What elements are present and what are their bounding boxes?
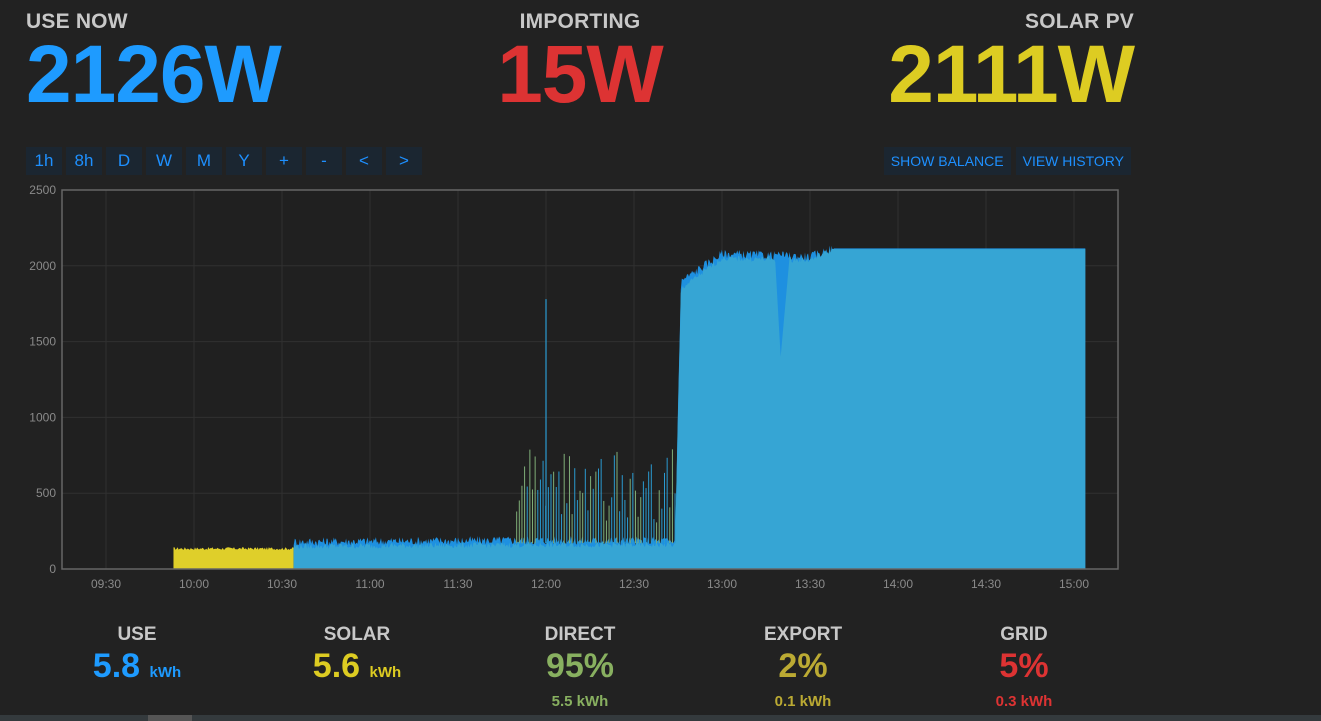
range-button-8[interactable]: < [346,147,382,175]
importing-value: 15W [497,29,664,120]
summary-title: SOLAR [323,624,391,645]
x-tick-label: 11:00 [355,577,384,591]
summary-sub: 0.3 kWh [995,693,1053,710]
x-tick-label: 14:00 [883,577,913,591]
summary-title: USE [117,624,157,645]
range-button-6[interactable]: + [266,147,302,175]
range-button-4[interactable]: M [186,147,222,175]
x-tick-label: 10:30 [267,577,297,591]
x-tick-label: 13:30 [795,577,825,591]
range-button-2[interactable]: D [106,147,142,175]
use-now-value: 2126W [26,29,282,120]
y-tick-label: 500 [36,486,56,500]
range-button-3[interactable]: W [146,147,182,175]
summary-title: DIRECT [544,624,616,645]
summary-solar: SOLAR 5.6 kWh [257,624,457,693]
solar-pv-value: 2111W [888,29,1135,120]
x-tick-label: 11:30 [443,577,472,591]
x-tick-label: 12:30 [619,577,649,591]
x-tick-label: 09:30 [91,577,121,591]
range-button-5[interactable]: Y [226,147,262,175]
range-button-9[interactable]: > [386,147,422,175]
power-chart: 0 500 1000 1500 2000 2500 09:30 10:00 10:30 11:00… [29,183,1119,591]
x-tick-label: 14:30 [971,577,1001,591]
x-tick-label: 10:00 [179,577,209,591]
y-tick-label: 1000 [29,410,56,424]
importing-stat: IMPORTING 15W [497,10,664,120]
range-button-0[interactable]: 1h [26,147,62,175]
plot-border [61,189,1119,570]
summary-direct: DIRECT 95% 5.5 kWh [480,624,680,710]
view-buttons: SHOW BALANCE VIEW HISTORY [883,147,1131,175]
solar-pv-label: SOLAR PV [1025,10,1134,33]
y-tick-label: 0 [49,562,56,576]
summary-value: 5% [999,647,1049,685]
importing-label: IMPORTING [519,10,641,33]
summary-value: 5.8 kWh [92,647,182,685]
summary-value: 5.6 kWh [312,647,402,685]
y-tick-label: 2500 [29,183,56,197]
summary-use: USE 5.8 kWh [37,624,237,693]
y-tick-label: 1500 [29,335,56,349]
summary-export: EXPORT 2% 0.1 kWh [703,624,903,710]
use-now-label: USE NOW [26,10,128,33]
use-now-stat: USE NOW 2126W [26,10,282,120]
summary-grid: GRID 5% 0.3 kWh [924,624,1124,710]
series-area-2 [293,248,1086,569]
y-tick-label: 2000 [29,259,56,273]
summary-value: 2% [778,647,828,685]
dip-mark [774,253,790,357]
solar-pv-stat: SOLAR PV 2111W [888,10,1135,120]
x-tick-label: 13:00 [707,577,737,591]
series-area-0 [173,547,294,569]
summary-value: 95% [545,647,615,685]
x-tick-label: 12:00 [531,577,561,591]
show-balance-button[interactable]: SHOW BALANCE [883,147,1011,175]
range-button-1[interactable]: 8h [66,147,102,175]
summary-title: GRID [1000,624,1048,645]
horizontal-scrollbar[interactable] [0,715,1321,721]
range-buttons: 1h 8h D W M Y + - < > [26,147,422,175]
summary-sub: 5.5 kWh [551,693,609,710]
summary-sub: 0.1 kWh [774,693,832,710]
range-button-7[interactable]: - [306,147,342,175]
view-history-button[interactable]: VIEW HISTORY [1015,147,1131,175]
x-tick-label: 15:00 [1059,577,1089,591]
scrollbar-thumb[interactable] [148,715,192,721]
summary-title: EXPORT [763,624,843,645]
